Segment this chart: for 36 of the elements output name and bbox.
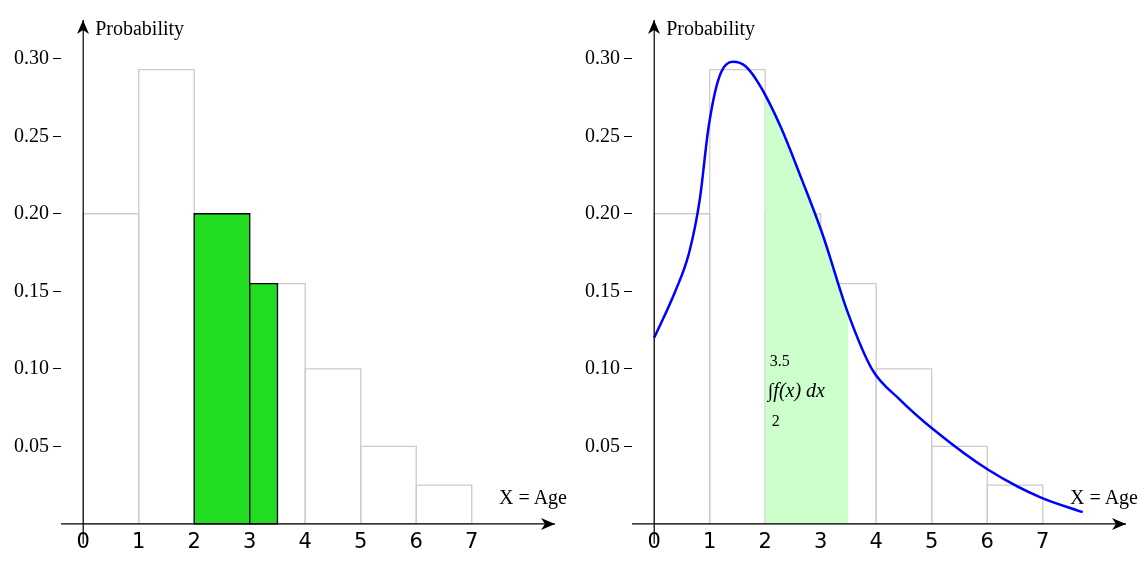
y-tick-label: 0.10	[585, 356, 620, 379]
x-tick-label: 7	[1036, 528, 1050, 553]
y-tick-label: 0.25	[14, 123, 49, 146]
x-tick-label: 6	[409, 528, 423, 553]
annotation: ∫f(x) dx	[765, 379, 826, 404]
x-tick-label: 7	[465, 528, 479, 553]
y-tick-label: 0.30	[14, 46, 49, 68]
x-tick-label: 1	[132, 528, 146, 553]
x-tick-label: 4	[869, 528, 883, 553]
y-tick-label: 0.30	[585, 46, 620, 68]
x-tick-label: 6	[980, 528, 994, 553]
y-tick-label: 0.05	[585, 433, 620, 456]
x-tick-label: 4	[298, 528, 312, 553]
x-tick-label: 0	[76, 528, 90, 553]
y-tick-label: 0.15	[585, 278, 620, 301]
x-tick-label: 0	[647, 528, 661, 553]
y-tick-label: 0.20	[14, 201, 49, 224]
y-axis-title: Probability	[95, 17, 185, 41]
x-tick-label: 3	[814, 528, 828, 553]
x-tick-label: 5	[925, 528, 939, 553]
annotation: 3.5	[769, 352, 790, 370]
y-tick-label: 0.15	[14, 278, 49, 301]
y-tick-label: 0.20	[585, 201, 620, 224]
y-tick-label: 0.25	[585, 123, 620, 146]
annotation: 2	[771, 412, 780, 430]
x-axis-title: X = Age	[499, 486, 568, 510]
y-tick-label: 0.10	[14, 356, 49, 379]
line-series	[652, 60, 1084, 514]
x-tick-label: 5	[354, 528, 368, 553]
x-tick-label: 3	[243, 528, 257, 553]
y-axis-title: Probability	[666, 17, 756, 41]
x-axis-title: X = Age	[1070, 486, 1139, 510]
y-tick-label: 0.05	[14, 433, 49, 456]
x-tick-label: 2	[758, 528, 772, 553]
x-tick-label: 1	[703, 528, 717, 553]
x-tick-label: 2	[187, 528, 201, 553]
